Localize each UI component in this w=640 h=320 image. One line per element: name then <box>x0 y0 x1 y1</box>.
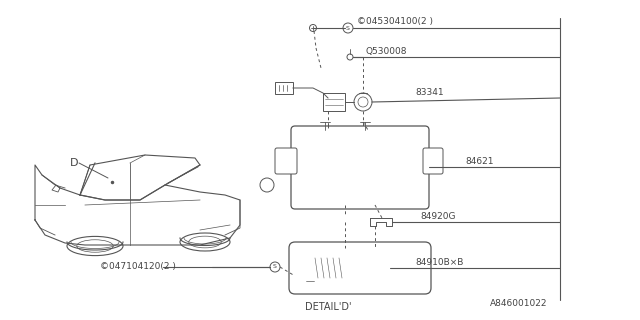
FancyBboxPatch shape <box>275 148 297 174</box>
Text: 84910B×B: 84910B×B <box>415 258 463 267</box>
Text: D: D <box>70 158 79 168</box>
Text: ©047104120(2 ): ©047104120(2 ) <box>100 262 176 271</box>
Text: Q530008: Q530008 <box>365 47 406 56</box>
Text: 84621: 84621 <box>465 157 493 166</box>
FancyBboxPatch shape <box>289 242 431 294</box>
FancyBboxPatch shape <box>423 148 443 174</box>
Text: A846001022: A846001022 <box>490 299 547 308</box>
Text: DETAIL'D': DETAIL'D' <box>305 302 351 312</box>
Text: 83341: 83341 <box>415 88 444 97</box>
Text: S: S <box>273 265 277 269</box>
Text: 84920G: 84920G <box>420 212 456 221</box>
Text: S: S <box>346 26 350 30</box>
FancyBboxPatch shape <box>291 126 429 209</box>
Text: ©045304100(2 ): ©045304100(2 ) <box>357 17 433 26</box>
